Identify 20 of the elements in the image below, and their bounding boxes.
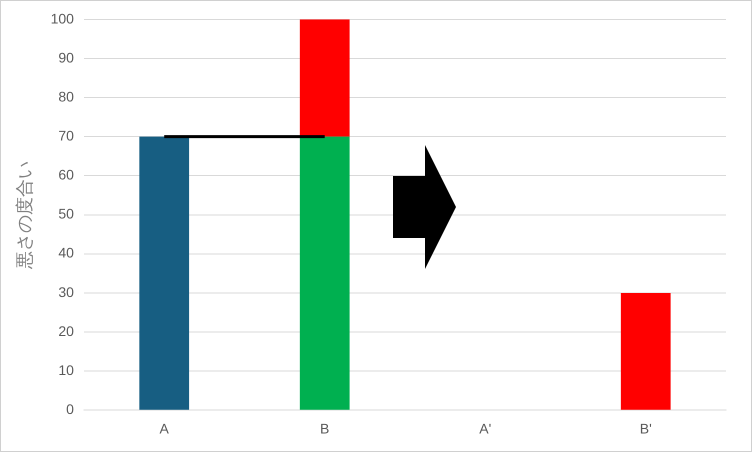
bar	[139, 136, 190, 410]
x-tick-label: B	[320, 420, 330, 436]
y-tick-label: 0	[66, 401, 74, 418]
y-tick-label: 100	[50, 10, 74, 26]
y-tick-label: 60	[58, 166, 74, 183]
x-tick-label: A'	[479, 420, 492, 436]
y-axis-title: 悪さの度合い	[14, 160, 36, 270]
y-tick-label: 70	[58, 128, 74, 144]
x-tick-label: B'	[640, 420, 652, 436]
y-tick-label: 90	[58, 49, 74, 66]
y-tick-label: 80	[58, 88, 74, 104]
bar	[300, 19, 350, 137]
y-tick-label: 30	[58, 284, 74, 300]
bar	[620, 292, 671, 410]
x-tick-label: A	[160, 420, 170, 436]
y-tick-label: 20	[58, 322, 74, 339]
y-tick-label: 10	[58, 362, 74, 378]
bar	[300, 136, 350, 410]
y-tick-label: 40	[58, 244, 74, 261]
y-tick-label: 50	[58, 206, 74, 222]
